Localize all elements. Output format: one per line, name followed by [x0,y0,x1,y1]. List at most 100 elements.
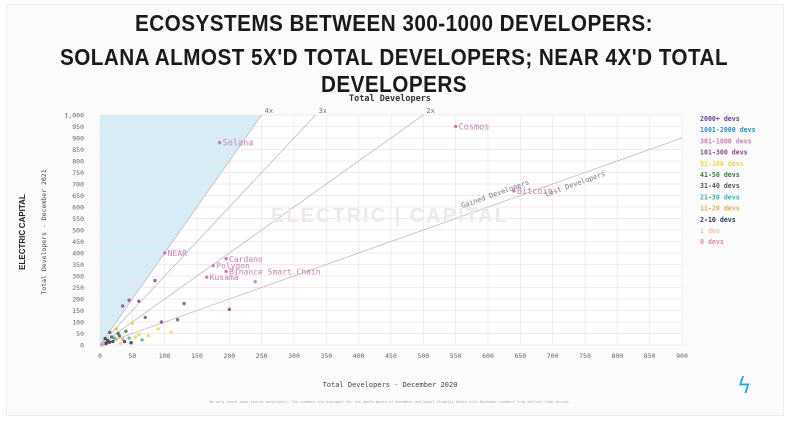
data-point [103,336,107,341]
data-point-polygon [211,263,215,268]
data-label: Bitcoin [517,187,553,197]
chart-title: Total Developers [349,94,431,104]
data-point [156,327,160,331]
legend-entry: 1 dev [700,227,720,235]
data-point [137,299,141,303]
data-point [127,336,131,340]
data-point [146,334,151,338]
legend-entry: 101-300 devs [700,149,748,157]
y-tick-label: 600 [72,204,84,212]
data-point [133,335,138,339]
reference-line-label: 2x [426,107,434,115]
y-tick-label: 250 [72,284,84,292]
x-tick-label: 50 [128,352,136,360]
data-point [153,278,157,283]
x-tick-label: 800 [611,352,623,360]
data-point [116,331,120,336]
data-label: Binance Smart Chain [229,267,321,276]
data-point [140,338,144,342]
y-axis-label: Total Developers - December 2021 [40,169,48,294]
reference-line-label: 4x [265,107,273,115]
x-tick-label: 100 [159,352,171,360]
data-point [109,335,114,339]
data-point [111,339,115,344]
legend-entry: 51-100 devs [700,160,744,168]
y-tick-label: 0 [80,342,84,350]
legend-entry: 1001-2000 devs [700,126,756,134]
data-point [106,338,110,343]
y-tick-label: 800 [72,158,84,166]
y-tick-label: 150 [72,307,84,315]
data-label: Cosmos [459,123,490,133]
x-tick-label: 450 [385,352,397,360]
y-tick-label: 300 [72,273,84,281]
data-point [108,330,112,335]
electric-capital-logo: ELECTRIC CAPITAL [18,194,27,270]
reference-line-4x [99,114,262,346]
headline-line-1: ECOSYSTEMS BETWEEN 300-1000 DEVELOPERS: [135,10,653,36]
data-point [114,327,118,331]
data-point [137,332,141,337]
legend-entry: 11-20 devs [700,205,740,213]
data-point-solana [217,140,222,145]
y-tick-label: 550 [72,215,84,223]
y-tick-label: 500 [72,227,84,235]
data-label: Cardano [229,255,263,264]
data-point [143,315,147,320]
x-tick-label: 350 [320,352,332,360]
x-tick-label: 200 [223,352,235,360]
data-point [122,339,127,344]
x-tick-label: 900 [676,352,688,360]
data-point-near [162,251,167,255]
y-tick-label: 200 [72,296,84,304]
data-point-cardano [224,257,228,261]
data-label: Polygon [216,262,250,271]
data-label: NEAR [168,249,187,258]
reference-line-2x [99,114,424,346]
x-tick-label: 650 [514,352,526,360]
data-point [175,318,180,322]
y-tick-label: 450 [72,238,84,246]
data-point [169,330,173,335]
y-tick-label: 400 [72,250,84,258]
y-tick-label: 350 [72,261,84,269]
legend-entry: 31-40 devs [700,182,740,190]
legend-entry: 41-50 devs [700,171,740,179]
x-axis-label: Total Developers - December 2020 [323,381,458,389]
footnote: We only count open-source developers. Th… [209,400,570,404]
data-point-binance-smart-chain [224,269,228,274]
data-point [120,304,125,308]
data-point [129,341,133,345]
y-tick-label: 900 [72,135,84,143]
data-point [118,341,123,345]
data-point [112,336,116,340]
x-tick-label: 700 [547,352,559,360]
data-point-cosmos [453,124,458,129]
y-tick-label: 950 [72,123,84,131]
data-point [253,280,257,284]
data-point [124,329,128,333]
legend-entry: 301-1000 devs [700,137,752,145]
x-tick-label: 250 [256,352,268,360]
data-point [182,301,186,306]
legend-entry: 2000+ devs [700,115,740,123]
legend-entry: 0 devs [700,238,724,246]
x-tick-label: 750 [579,352,591,360]
x-tick-label: 0 [98,352,102,360]
data-label: Kusama [210,273,239,282]
y-tick-label: 700 [72,181,84,189]
reference-line-label: 3x [319,107,327,115]
data-point [227,307,232,312]
lightning-bolt-icon: ϟ [737,374,752,399]
reference-line-3x [99,114,316,346]
data-point [127,298,131,302]
x-tick-label: 150 [191,352,203,360]
data-point-bitcoin [512,189,516,193]
y-tick-label: 1,000 [64,112,84,120]
x-tick-label: 600 [482,352,494,360]
watermark: ELECTRIC | CAPITAL [271,205,509,227]
data-point [159,320,164,324]
y-tick-label: 650 [72,192,84,200]
data-point [130,321,135,325]
